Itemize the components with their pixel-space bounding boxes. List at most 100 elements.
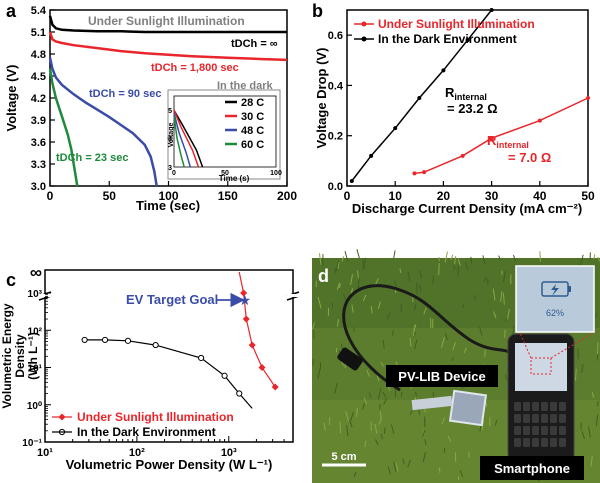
phone-key bbox=[523, 438, 530, 447]
grass-blade bbox=[500, 291, 503, 302]
grass-blade bbox=[334, 382, 338, 394]
grass-blade bbox=[441, 417, 446, 425]
legend-label: Under Sunlight Illumination bbox=[378, 17, 535, 31]
phone-key bbox=[559, 438, 566, 447]
grass-blade bbox=[494, 419, 498, 426]
grass-blade bbox=[352, 327, 355, 333]
device-label: PV-LIB Device bbox=[398, 369, 485, 384]
phone-key bbox=[559, 402, 566, 411]
device-lead bbox=[411, 395, 453, 411]
x-tick-label: 200 bbox=[277, 189, 297, 203]
x-tick-label: 10 bbox=[389, 189, 403, 203]
device-label-box bbox=[386, 365, 498, 387]
grass-blade bbox=[447, 435, 452, 442]
data-point bbox=[101, 336, 109, 344]
grass-blade bbox=[409, 337, 412, 347]
grass-blade bbox=[481, 420, 485, 431]
grass-blade bbox=[452, 342, 456, 351]
x-tick-label: 50 bbox=[103, 189, 117, 203]
panel-d-label: d bbox=[318, 266, 329, 286]
grass-blade bbox=[377, 388, 382, 400]
grass-blade bbox=[348, 420, 353, 428]
annotation-in-dark: In the dark bbox=[217, 80, 274, 92]
grass-blade bbox=[362, 403, 365, 410]
grass-blade bbox=[380, 361, 384, 367]
series-line-28-c bbox=[48, 15, 287, 34]
grass-blade bbox=[317, 296, 322, 309]
phone-key bbox=[550, 414, 557, 423]
y-tick-label: 0.2 bbox=[328, 131, 343, 143]
inset-y-tick-label: 3 bbox=[168, 165, 172, 172]
grass-blade bbox=[356, 249, 360, 259]
inset-axes: 0 50 100 3 4 5 bbox=[168, 108, 282, 177]
data-point bbox=[460, 153, 465, 158]
inset-series-60-c bbox=[173, 115, 185, 168]
legend-label: 60 C bbox=[241, 139, 264, 151]
usb-plug bbox=[337, 347, 363, 371]
plot-a-ylabel: Voltage (V) bbox=[4, 65, 19, 132]
plot-c-axes: 10¹ 10² 10³ 10⁻¹ 10⁰ 10¹ 10² 10³ bbox=[22, 289, 294, 459]
panel-a: a 0 50 100 150 2003.03.33.63.94.24.54.85.15.… bbox=[4, 1, 297, 213]
grass-blade bbox=[317, 368, 321, 379]
grass-blade bbox=[512, 254, 517, 262]
grass-blade bbox=[419, 270, 422, 279]
annotation-r-dark-value: = 23.2 Ω bbox=[447, 101, 498, 116]
grass-blade bbox=[595, 414, 599, 426]
y-tick-label: 0.4 bbox=[328, 80, 344, 92]
annotation-t-90: tDCh = 90 sec bbox=[89, 88, 161, 100]
y-tick-label: 10¹ bbox=[28, 364, 43, 375]
y-tick-label: 3.9 bbox=[31, 115, 46, 127]
y-tick-label: 4.5 bbox=[31, 71, 46, 83]
grass-blade bbox=[338, 283, 342, 289]
grass-blade bbox=[591, 391, 595, 399]
grass-blade bbox=[440, 336, 445, 348]
inset-series-30-c bbox=[173, 109, 200, 168]
grass-blade bbox=[343, 294, 347, 301]
ylabel-line-1: Volumetric Energy bbox=[0, 303, 14, 408]
grass-blade bbox=[369, 392, 372, 398]
grass-blade bbox=[357, 277, 360, 289]
scale-bar-label: 5 cm bbox=[331, 451, 356, 463]
grass-blade bbox=[362, 294, 367, 302]
phone-key bbox=[532, 426, 539, 435]
grass-blade bbox=[344, 250, 349, 262]
grass-blade bbox=[382, 392, 387, 398]
y-tick-label: 0.6 bbox=[328, 30, 343, 42]
data-point bbox=[441, 68, 446, 73]
grass-blade bbox=[387, 466, 391, 475]
grass-blade bbox=[461, 303, 465, 309]
grass-blade bbox=[407, 459, 411, 468]
grass-blade bbox=[386, 312, 391, 320]
phone-key bbox=[514, 402, 521, 411]
phone-key bbox=[550, 426, 557, 435]
phone-key bbox=[514, 426, 521, 435]
phone-key bbox=[541, 426, 548, 435]
grass-blade bbox=[492, 288, 496, 301]
plot-c-frame bbox=[44, 269, 294, 443]
grass-blade bbox=[395, 462, 399, 472]
phone-key bbox=[541, 414, 548, 423]
y-tick-label: 4.2 bbox=[31, 93, 46, 105]
inset-legend: 28 C 30 C 48 C 60 C bbox=[225, 97, 264, 151]
grass-blade bbox=[581, 364, 584, 374]
grass-blade bbox=[407, 271, 411, 282]
grass-blade bbox=[409, 410, 413, 415]
phone-key bbox=[532, 402, 539, 411]
zoom-line-2 bbox=[519, 332, 532, 359]
legend-label: 48 C bbox=[241, 125, 264, 137]
plot-b-series bbox=[349, 8, 590, 183]
legend-marker bbox=[361, 36, 367, 42]
usb-cable bbox=[342, 284, 511, 354]
grass-blade bbox=[336, 282, 341, 291]
y-tick-label: 3.0 bbox=[31, 181, 46, 193]
x-tick-label: 20 bbox=[437, 189, 451, 203]
grass-blade bbox=[380, 411, 382, 421]
grass-blade bbox=[341, 343, 343, 350]
data-point bbox=[489, 8, 494, 12]
x-tick-label: 50 bbox=[581, 189, 595, 203]
grass-blade bbox=[364, 440, 367, 448]
panel-b: b 0 10 20 30 40 50 0.0 0.2 0.4 0.6 Discharge Curr… bbox=[312, 1, 595, 216]
grass-blade bbox=[539, 251, 541, 262]
